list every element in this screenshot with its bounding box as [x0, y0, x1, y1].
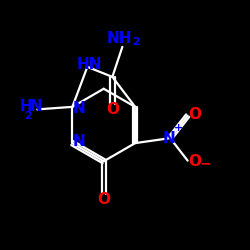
Text: N: N: [162, 130, 175, 146]
Text: NH: NH: [107, 30, 132, 46]
Text: N: N: [72, 100, 85, 116]
Text: +: +: [174, 123, 183, 133]
Text: N: N: [72, 134, 85, 149]
Text: HN: HN: [77, 57, 102, 72]
Text: 2: 2: [132, 37, 140, 47]
Text: O: O: [188, 107, 201, 122]
Text: N: N: [30, 99, 42, 114]
Text: H: H: [20, 99, 32, 114]
Text: O: O: [106, 102, 119, 117]
Text: O: O: [188, 154, 201, 170]
Text: −: −: [200, 156, 211, 170]
Text: 2: 2: [24, 110, 32, 121]
Text: O: O: [97, 192, 110, 208]
